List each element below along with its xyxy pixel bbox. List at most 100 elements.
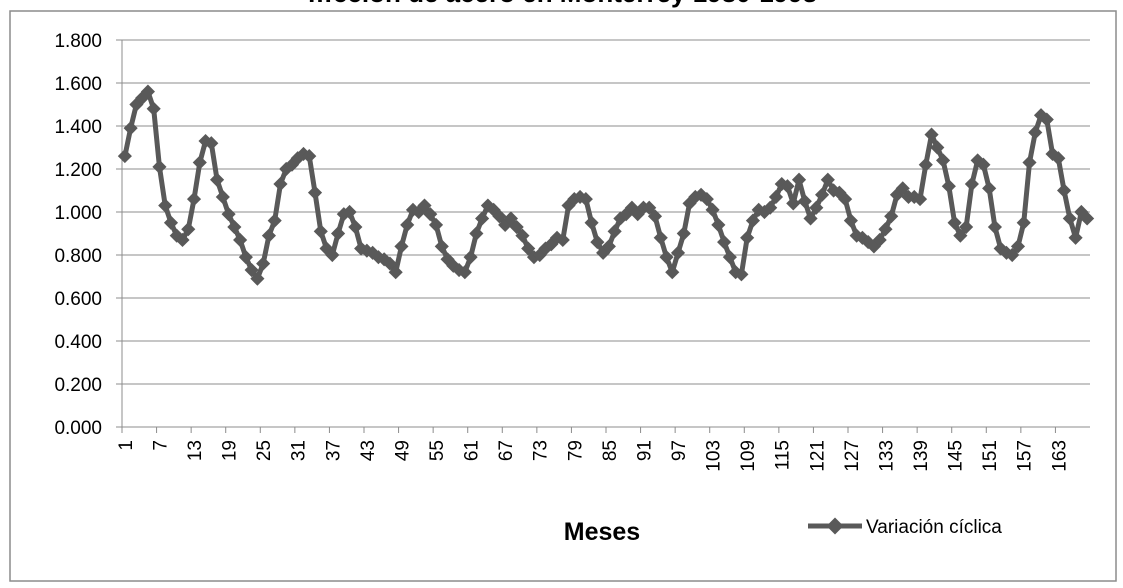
data-point [959, 219, 974, 235]
data-point [158, 198, 173, 213]
data-point [342, 204, 357, 220]
data-point [261, 228, 276, 243]
data-point [964, 176, 979, 192]
data-point [1062, 211, 1077, 226]
x-tick-label: 1 [116, 440, 137, 451]
y-tick-label: 0.000 [54, 418, 102, 439]
data-point [705, 202, 720, 217]
x-tick-label: 55 [427, 440, 448, 461]
data-point [924, 127, 939, 142]
x-tick-label: 115 [773, 440, 794, 470]
data-point [555, 232, 570, 248]
data-point [1051, 151, 1066, 166]
data-point [918, 157, 933, 172]
x-tick-label: 49 [392, 440, 413, 461]
data-point [601, 239, 616, 254]
data-point [780, 179, 795, 194]
data-point [434, 239, 449, 254]
data-point [987, 219, 1002, 235]
data-point [210, 172, 225, 187]
data-point [895, 181, 910, 196]
x-tick-label: 25 [254, 440, 275, 461]
x-tick-label: 127 [842, 440, 863, 472]
y-tick-label: 0.200 [54, 375, 102, 396]
x-tick-label: 19 [220, 440, 241, 461]
data-point [469, 226, 484, 241]
data-point [740, 230, 755, 245]
data-point [215, 189, 230, 205]
data-point [976, 157, 991, 172]
data-point [175, 232, 190, 248]
data-point [803, 211, 818, 226]
data-point [302, 149, 317, 164]
data-point [734, 267, 749, 282]
data-point [233, 232, 248, 248]
data-point [492, 209, 507, 224]
data-point [1010, 239, 1026, 254]
data-point [809, 200, 824, 215]
data-point [647, 209, 663, 224]
x-tick-label: 13 [185, 440, 206, 461]
legend-label: Variación cíclica [866, 517, 1002, 538]
data-point [267, 213, 282, 228]
chart-title: …cción de acero en Monterrey 1980-1993 [307, 0, 817, 8]
y-tick-label: 0.400 [54, 332, 102, 353]
data-point [912, 192, 928, 207]
data-point [941, 179, 956, 194]
data-point [509, 219, 524, 235]
x-tick-label: 121 [807, 440, 828, 472]
data-point [607, 224, 622, 239]
data-point [186, 192, 202, 207]
data-point [123, 121, 138, 136]
data-point [348, 219, 363, 235]
data-point [936, 153, 951, 168]
data-point [1068, 230, 1083, 245]
data-point [653, 230, 668, 245]
data-point [584, 215, 599, 230]
data-point [953, 228, 968, 243]
y-tick-label: 1.800 [54, 31, 102, 52]
chart-border [9, 10, 1117, 582]
data-point [815, 187, 830, 202]
data-point [884, 209, 899, 224]
x-tick-label: 31 [289, 440, 310, 461]
data-point [521, 241, 536, 256]
data-point [786, 196, 801, 211]
y-tick-label: 1.600 [54, 74, 102, 95]
x-tick-label: 163 [1049, 440, 1070, 472]
data-point [1039, 112, 1054, 127]
data-point [791, 172, 807, 187]
x-tick-label: 109 [738, 440, 759, 472]
data-point [515, 228, 530, 243]
data-point [331, 226, 346, 241]
series-variacion-ciclica [117, 84, 1095, 286]
data-point [463, 250, 478, 265]
x-tick-label: 97 [669, 440, 690, 461]
data-point [400, 217, 415, 232]
x-tick-label: 91 [634, 440, 655, 461]
data-point [676, 226, 691, 241]
data-point [1028, 125, 1043, 140]
y-tick-label: 1.200 [54, 160, 102, 181]
data-point [947, 215, 962, 230]
x-tick-label: 157 [1015, 440, 1036, 472]
y-tick-label: 1.400 [54, 117, 102, 138]
data-point [820, 172, 835, 187]
data-point [763, 200, 778, 215]
data-point [273, 176, 288, 192]
data-point [578, 192, 593, 207]
x-tick-label: 139 [911, 440, 932, 472]
data-point [722, 250, 737, 265]
data-point [221, 207, 236, 222]
data-point [1080, 211, 1095, 226]
data-point [930, 140, 945, 155]
x-tick-label: 67 [496, 440, 517, 461]
data-point [670, 245, 686, 260]
data-point [797, 194, 812, 209]
x-tick-label: 7 [150, 440, 171, 451]
x-axis-title: Meses [564, 518, 640, 546]
data-point [699, 192, 714, 207]
data-point [659, 250, 674, 265]
